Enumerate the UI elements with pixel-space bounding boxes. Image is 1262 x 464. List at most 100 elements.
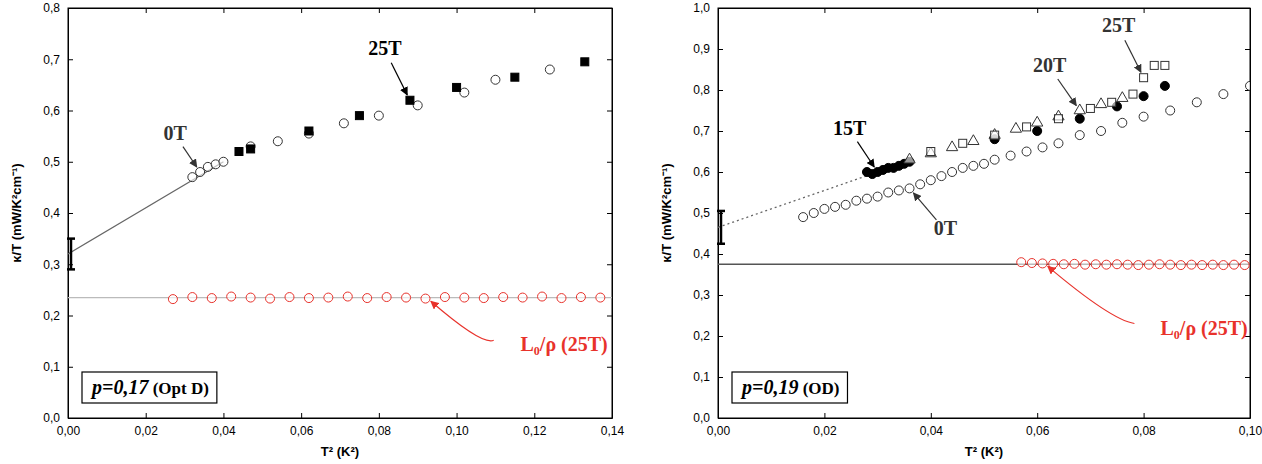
data-point	[1081, 260, 1090, 269]
data-point	[538, 292, 547, 301]
y-tick-mark	[607, 8, 612, 9]
y-tick	[1245, 213, 1250, 214]
overlays	[67, 239, 75, 270]
y-tick	[1245, 8, 1250, 9]
y-tick: 0,5	[693, 206, 723, 220]
data-point	[873, 192, 882, 201]
x-tick-mark	[457, 8, 458, 13]
x-tick-label: 0,00	[707, 424, 731, 438]
data-point	[219, 157, 228, 166]
data-point	[1027, 259, 1036, 268]
x-tick-label: 0,14	[601, 424, 625, 438]
data-point	[959, 139, 967, 147]
data-point	[958, 163, 967, 172]
x-tick: 0,02	[813, 413, 837, 438]
y-tick-mark	[718, 90, 723, 91]
y-tick-mark	[68, 8, 73, 9]
y-tick-mark	[607, 418, 612, 419]
y-axis	[1245, 9, 1251, 419]
x-tick-mark	[1144, 8, 1145, 13]
data-point	[581, 58, 589, 66]
y-tick-mark	[1245, 418, 1250, 419]
y-tick-label: 0,3	[43, 258, 60, 272]
data-point	[305, 127, 313, 135]
error-bar-cap	[67, 268, 75, 271]
x-axis-line	[69, 418, 613, 419]
x-tick-mark	[223, 8, 224, 13]
data-point	[499, 293, 508, 302]
plot-frame	[718, 8, 1250, 418]
y-tick-mark	[1245, 295, 1250, 296]
y-axis	[607, 9, 613, 419]
x-tick	[824, 8, 825, 13]
data-point	[1139, 92, 1148, 101]
x-tick	[1037, 8, 1038, 13]
x-tick-label: 0,06	[290, 424, 314, 438]
y-tick	[1245, 254, 1250, 255]
y-tick: 1,0	[693, 1, 723, 15]
y-tick-mark	[607, 213, 612, 214]
y-axis: 0,00,10,20,30,40,50,60,70,8	[43, 1, 73, 425]
x-tick-label: 0,02	[813, 424, 837, 438]
x-tick-mark	[824, 413, 825, 418]
label-arrow	[857, 142, 874, 167]
y-tick-label: 0,2	[43, 309, 60, 323]
data-point	[557, 294, 566, 303]
data-point	[1139, 112, 1148, 121]
y-tick: 0,2	[43, 309, 73, 323]
label-arrow	[1048, 266, 1135, 323]
data-point	[884, 188, 893, 197]
chart-title: p=0,19 (OD)	[740, 376, 839, 399]
y-tick: 0,2	[693, 329, 723, 343]
data-point	[1118, 118, 1127, 127]
x-tick: 0,08	[368, 413, 392, 438]
data-point	[545, 65, 554, 74]
x-tick-label: 0,02	[135, 424, 159, 438]
x-axis	[69, 8, 613, 13]
y-tick-mark	[607, 59, 612, 60]
x-tick: 0,10	[445, 413, 469, 438]
y-tick-mark	[718, 418, 723, 419]
label-arrow	[431, 301, 494, 341]
y-tick-mark	[607, 111, 612, 112]
x-tick-mark	[379, 413, 380, 418]
data-point	[1054, 115, 1062, 123]
series-label: 20T	[1033, 54, 1067, 76]
y-tick	[1245, 131, 1250, 132]
y-tick-label: 0,7	[693, 124, 710, 138]
y-tick	[607, 418, 612, 419]
y-tick-label: 0,6	[43, 104, 60, 118]
y-tick-mark	[718, 336, 723, 337]
data-point	[421, 294, 430, 303]
data-point	[1070, 259, 1079, 268]
y-axis-line	[612, 9, 613, 419]
y-tick: 0,7	[43, 53, 73, 67]
data-point	[460, 88, 469, 97]
y-tick-mark	[718, 49, 723, 50]
x-tick: 0,12	[523, 413, 547, 438]
data-point	[440, 293, 449, 302]
series-label: L₀/ρ (25T)	[1161, 317, 1248, 340]
data-point	[453, 83, 461, 91]
x-tick-mark	[534, 8, 535, 13]
data-point	[1049, 259, 1058, 268]
y-tick-label: 0,4	[693, 247, 710, 261]
data-point	[1240, 261, 1249, 270]
x-tick-mark	[534, 413, 535, 418]
plot-area	[718, 61, 1250, 269]
data-point	[990, 155, 999, 164]
data-point	[862, 194, 871, 203]
y-tick-label: 0,5	[43, 155, 60, 169]
y-tick	[607, 316, 612, 317]
data-point	[969, 161, 978, 170]
figure: 0,000,020,040,060,080,100,120,140,00,10,…	[0, 0, 1262, 464]
x-tick	[223, 8, 224, 13]
x-tick-label: 0,10	[445, 424, 469, 438]
x-tick-mark	[223, 413, 224, 418]
y-tick-label: 0,7	[43, 53, 60, 67]
y-tick	[607, 162, 612, 163]
x-tick-mark	[824, 8, 825, 13]
series-label: 15T	[833, 117, 867, 139]
x-tick-mark	[146, 413, 147, 418]
data-point	[1123, 260, 1132, 269]
